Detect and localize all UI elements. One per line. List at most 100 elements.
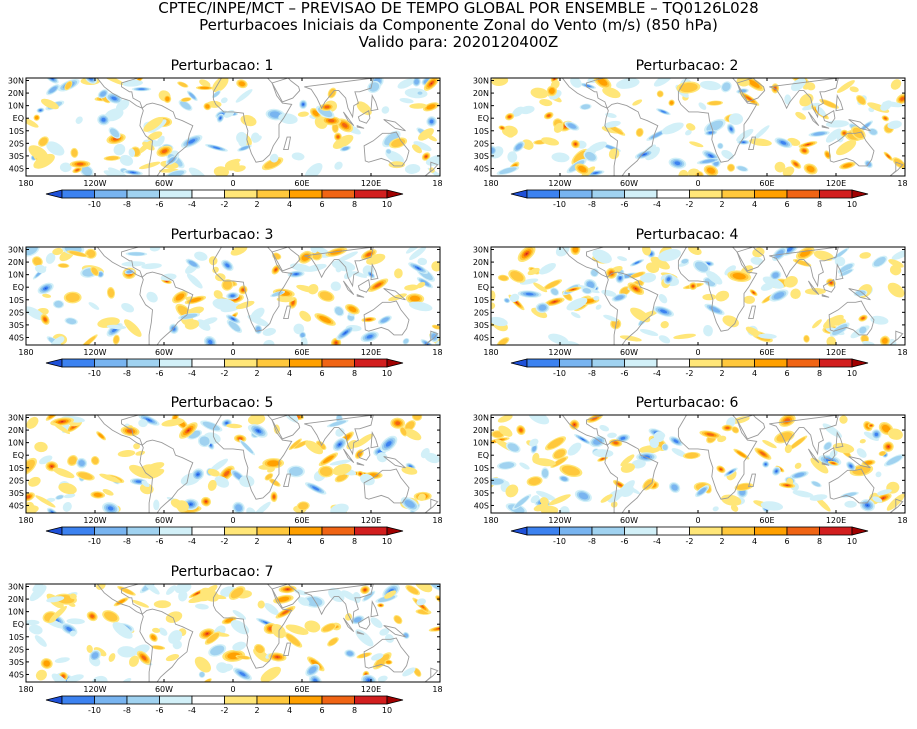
colorbar-segment xyxy=(159,695,193,705)
colorbar-segment xyxy=(510,526,528,536)
longitude-label: 180 xyxy=(897,179,907,186)
longitude-label: 60E xyxy=(294,516,309,523)
longitude-label: 180 xyxy=(483,179,498,186)
perturbation-panel-7: Perturbacao: 7 30N 20N 10N EQ 10S 20S 30S 40S 18… xyxy=(2,564,442,729)
colorbar-label: 4 xyxy=(752,369,757,378)
colorbar-label: 4 xyxy=(287,706,292,715)
colorbar-segment xyxy=(819,189,853,199)
colorbar-label: -8 xyxy=(588,369,596,378)
colorbar-label: 2 xyxy=(719,200,724,209)
colorbar-label: 10 xyxy=(847,369,857,378)
colorbar-segment xyxy=(386,189,404,199)
colorbar-label: 10 xyxy=(382,200,392,209)
latitude-label: 30N xyxy=(473,414,489,423)
latitude-label: 10N xyxy=(473,102,489,111)
colorbar-segment xyxy=(656,526,690,536)
longitude-label: 120W xyxy=(548,516,571,523)
panel-title: Perturbacao: 2 xyxy=(635,58,739,74)
latitude-label: 30S xyxy=(9,489,24,498)
latitude-label: 20S xyxy=(9,476,24,485)
latitude-label: 20S xyxy=(474,308,489,317)
latitude-label: 10N xyxy=(8,271,24,280)
longitude-label: 0 xyxy=(695,179,700,186)
colorbar-segment xyxy=(689,189,723,199)
colorbar-segment xyxy=(559,189,593,199)
colorbar-segment xyxy=(624,526,658,536)
latitude-label: 30S xyxy=(474,489,489,498)
longitude-label: 60E xyxy=(294,179,309,186)
colorbar-label: 10 xyxy=(847,537,857,546)
colorbar-label: 6 xyxy=(784,200,789,209)
longitude-label: 0 xyxy=(230,179,235,186)
colorbar-label: -6 xyxy=(156,369,164,378)
colorbar-label: 2 xyxy=(719,537,724,546)
colorbar-segment xyxy=(191,695,225,705)
colorbar-label: -2 xyxy=(221,537,229,546)
colorbar-segment xyxy=(126,526,160,536)
perturbation-panel-5: Perturbacao: 5 30N 20N 10N EQ 10S 20S 30S 40S 18… xyxy=(2,395,442,560)
latitude-label: 10S xyxy=(474,127,489,136)
colorbar-segment xyxy=(94,189,128,199)
colorbar-segment xyxy=(191,189,225,199)
latitude-label: EQ xyxy=(13,451,24,460)
longitude-label: 120W xyxy=(83,685,106,692)
colorbar-label: -8 xyxy=(123,537,131,546)
longitude-label: 120E xyxy=(361,685,381,692)
colorbar-segment xyxy=(591,189,625,199)
colorbar-label: -10 xyxy=(553,200,566,209)
latitude-label: 30S xyxy=(9,321,24,330)
longitude-label: 120W xyxy=(548,179,571,186)
colorbar-segment xyxy=(126,189,160,199)
latitude-label: 30N xyxy=(473,77,489,86)
longitude-label: 120W xyxy=(83,179,106,186)
latitude-label: 40S xyxy=(9,164,24,173)
longitude-label: 120W xyxy=(83,516,106,523)
colorbar-label: 2 xyxy=(719,369,724,378)
colorbar-segment xyxy=(354,189,388,199)
longitude-label: 0 xyxy=(230,348,235,355)
longitude-label: 60W xyxy=(155,179,173,186)
longitude-label: 180 xyxy=(18,685,33,692)
colorbar-label: 2 xyxy=(254,369,259,378)
colorbar-label: -4 xyxy=(653,200,661,209)
colorbar-label: -10 xyxy=(88,200,101,209)
latitude-label: 40S xyxy=(474,333,489,342)
colorbar-segment xyxy=(786,526,820,536)
longitude-label: 60W xyxy=(620,179,638,186)
latitude-label: 20S xyxy=(474,139,489,148)
colorbar-segment xyxy=(45,695,63,705)
colorbar-segment xyxy=(126,695,160,705)
wind-perturbation-map: 30N 20N 10N EQ 10S 20S 30S 40S 180 120W 60W 0 60E 120… xyxy=(473,414,907,523)
longitude-label: 0 xyxy=(230,516,235,523)
colorbar-label: -8 xyxy=(123,369,131,378)
colorbar-label: -2 xyxy=(686,200,694,209)
latitude-label: 10S xyxy=(9,127,24,136)
perturbation-panel-4: Perturbacao: 4 30N 20N 10N EQ 10S 20S 30S 40S 18… xyxy=(467,227,907,392)
colorbar-label: 4 xyxy=(287,369,292,378)
longitude-label: 60E xyxy=(294,685,309,692)
latitude-label: 20N xyxy=(8,595,24,604)
colorbar-segment xyxy=(61,695,95,705)
colorbar-segment xyxy=(354,526,388,536)
colorbar-segment xyxy=(656,358,690,368)
longitude-label: 60W xyxy=(155,685,173,692)
panel-title: Perturbacao: 6 xyxy=(635,395,739,411)
latitude-label: 30N xyxy=(8,77,24,86)
colorbar-label: -6 xyxy=(156,706,164,715)
colorbar-label: 4 xyxy=(752,537,757,546)
latitude-label: 30S xyxy=(9,152,24,161)
latitude-label: 40S xyxy=(9,501,24,510)
latitude-label: 20N xyxy=(473,426,489,435)
latitude-label: EQ xyxy=(478,114,489,123)
longitude-label: 60E xyxy=(759,179,774,186)
colorbar-segment xyxy=(851,358,869,368)
latitude-label: EQ xyxy=(13,283,24,292)
colorbar-label: -2 xyxy=(221,369,229,378)
colorbar-segment xyxy=(159,189,193,199)
longitude-label: 120E xyxy=(361,348,381,355)
colorbar-segment xyxy=(94,695,128,705)
colorbar-label: -8 xyxy=(123,200,131,209)
header-subtitle: Perturbacoes Iniciais da Componente Zona… xyxy=(199,16,718,34)
latitude-label: 20N xyxy=(473,89,489,98)
colorbar-label: 4 xyxy=(752,200,757,209)
